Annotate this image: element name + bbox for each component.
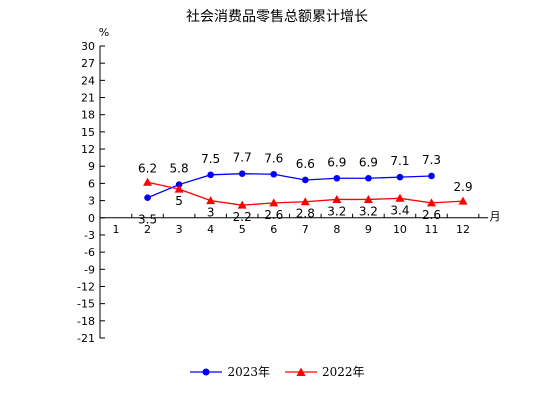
data-label: 2.6 xyxy=(264,208,283,222)
data-point xyxy=(143,177,153,186)
x-tick-label: 7 xyxy=(302,223,309,236)
data-labels-layer: 3.5 5.8 7.5 7.7 7.6 6.6 6.9 6.9 7.1 7.3 6.2 5 3 2.2 2.… xyxy=(138,151,473,227)
y-tick-label: 0 xyxy=(88,212,95,225)
y-tick-label: 18 xyxy=(81,109,95,122)
legend-item-2022: 2022年 xyxy=(284,363,365,380)
data-label: 7.3 xyxy=(422,153,441,167)
data-point xyxy=(365,174,372,182)
data-point xyxy=(332,194,342,203)
data-point xyxy=(144,194,151,202)
data-label: 2.8 xyxy=(296,207,315,221)
data-point xyxy=(427,198,436,207)
series-line-2023年 xyxy=(147,173,432,199)
data-label: 7.6 xyxy=(264,151,283,165)
data-label: 6.9 xyxy=(327,155,346,169)
data-label: 6.6 xyxy=(296,157,315,171)
data-point xyxy=(300,197,310,206)
data-point xyxy=(396,173,404,181)
y-tick-label: 9 xyxy=(88,160,95,173)
y-tick-label: -15 xyxy=(77,298,95,311)
x-tick-label: 3 xyxy=(176,223,183,236)
data-label: 5 xyxy=(175,194,183,208)
x-tick-label: 1 xyxy=(113,223,120,236)
data-label: 7.5 xyxy=(201,152,220,166)
legend-marker-circle-icon xyxy=(190,368,223,375)
legend-item-2023: 2023年 xyxy=(189,363,270,380)
x-tick-label: 4 xyxy=(207,223,214,236)
data-point xyxy=(269,198,279,207)
legend-label-2023: 2023年 xyxy=(227,365,270,379)
data-label: 3.2 xyxy=(327,204,346,218)
data-point xyxy=(207,171,214,179)
y-tick-label: 12 xyxy=(81,143,95,156)
data-point xyxy=(395,193,405,202)
x-tick-label: 2 xyxy=(144,223,151,236)
data-label: 3 xyxy=(207,206,215,220)
y-tick-label: -3 xyxy=(84,229,95,242)
y-axis-unit-label: % xyxy=(99,26,109,39)
data-label: 5.8 xyxy=(170,162,189,176)
data-label: 3.2 xyxy=(359,204,378,218)
y-tick-label: 15 xyxy=(81,126,95,139)
data-point xyxy=(238,170,246,177)
x-tick-label: 5 xyxy=(239,223,246,236)
legend-label-2022: 2022年 xyxy=(322,365,365,379)
y-tick-label: 6 xyxy=(88,177,95,190)
x-axis-unit-label: 月 xyxy=(490,210,501,223)
chart-title: 社会消费品零售总额累计增长 xyxy=(186,9,368,25)
data-point xyxy=(206,196,216,205)
x-tick-label: 10 xyxy=(393,223,407,236)
x-tick-label: 6 xyxy=(270,223,277,236)
data-point xyxy=(174,184,184,193)
data-label: 7.7 xyxy=(233,151,252,165)
legend-marker-triangle-icon xyxy=(285,367,317,376)
data-label: 3.4 xyxy=(390,203,409,217)
y-tick-label: 27 xyxy=(81,57,95,70)
data-label: 6.9 xyxy=(359,155,378,169)
series-layer xyxy=(143,170,468,209)
x-tick-label: 9 xyxy=(365,223,372,236)
data-label: 2.6 xyxy=(422,208,441,222)
data-point xyxy=(270,170,278,178)
y-tick-label: -12 xyxy=(77,280,95,293)
y-tick-label: 30 xyxy=(81,40,95,53)
x-tick-label: 11 xyxy=(425,223,439,236)
data-point xyxy=(302,176,309,184)
x-tick-label: 8 xyxy=(333,223,340,236)
data-point xyxy=(175,181,183,188)
data-point xyxy=(333,174,341,182)
y-tick-label: -18 xyxy=(77,315,95,328)
x-tick-label: 12 xyxy=(456,223,470,236)
data-label: 2.9 xyxy=(454,180,473,194)
legend: 2023年 2022年 xyxy=(0,363,554,380)
data-label: 3.5 xyxy=(138,213,157,227)
data-point xyxy=(237,200,247,209)
y-tick-label: -9 xyxy=(84,263,95,276)
data-point xyxy=(428,172,435,180)
data-point xyxy=(458,196,468,205)
y-tick-label: 3 xyxy=(88,195,95,208)
y-tick-label: -6 xyxy=(84,246,95,259)
y-tick-label: 24 xyxy=(81,74,95,87)
y-tick-label: 21 xyxy=(81,92,95,105)
data-point xyxy=(363,194,373,203)
data-label: 2.2 xyxy=(233,210,252,224)
data-label: 6.2 xyxy=(138,161,157,175)
y-tick-label: -21 xyxy=(77,332,95,345)
data-label: 7.1 xyxy=(390,154,409,168)
